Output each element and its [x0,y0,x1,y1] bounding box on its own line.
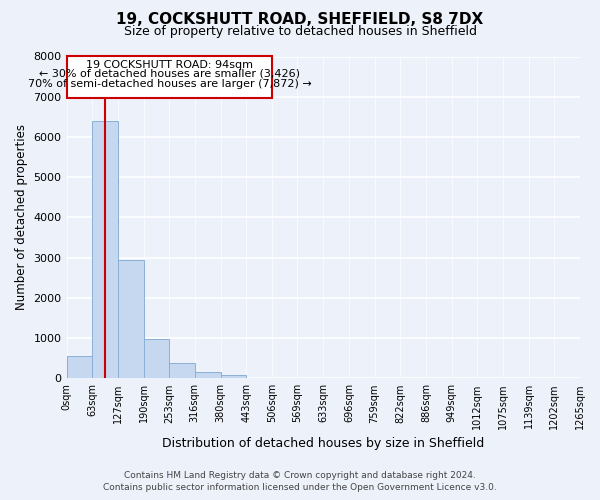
Text: 19 COCKSHUTT ROAD: 94sqm: 19 COCKSHUTT ROAD: 94sqm [86,60,253,70]
Text: Size of property relative to detached houses in Sheffield: Size of property relative to detached ho… [124,25,476,38]
Text: ← 30% of detached houses are smaller (3,426): ← 30% of detached houses are smaller (3,… [39,69,300,79]
Bar [195,372,221,378]
Bar [67,56,272,98]
Bar [92,121,118,378]
Text: 70% of semi-detached houses are larger (7,872) →: 70% of semi-detached houses are larger (… [28,79,311,89]
Bar [169,364,195,378]
Bar [67,356,92,378]
Text: Contains HM Land Registry data © Crown copyright and database right 2024.
Contai: Contains HM Land Registry data © Crown c… [103,471,497,492]
Y-axis label: Number of detached properties: Number of detached properties [15,124,28,310]
Bar [118,260,143,378]
X-axis label: Distribution of detached houses by size in Sheffield: Distribution of detached houses by size … [162,437,484,450]
Bar [221,376,247,378]
Text: 19, COCKSHUTT ROAD, SHEFFIELD, S8 7DX: 19, COCKSHUTT ROAD, SHEFFIELD, S8 7DX [116,12,484,28]
Bar [143,339,169,378]
